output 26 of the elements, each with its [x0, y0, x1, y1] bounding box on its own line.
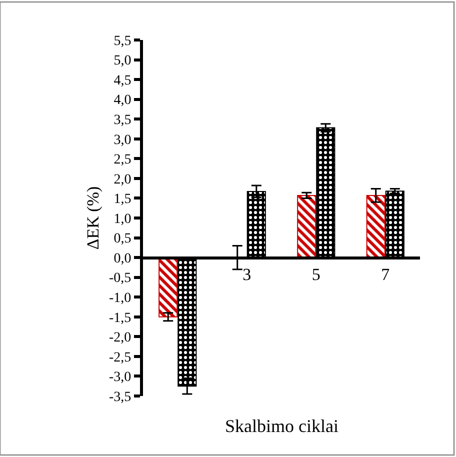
y-tick-label: -3,0	[109, 370, 132, 386]
bar	[366, 194, 386, 258]
y-tick-label: 2,0	[114, 172, 132, 188]
y-tick-label: 3,0	[114, 132, 132, 148]
y-axis-title: ΔEK (%)	[84, 186, 103, 250]
y-tick-label: 5,0	[114, 54, 132, 69]
y-tick-label: -3,5	[109, 390, 132, 405]
y-tick-label: 0,0	[114, 251, 132, 266]
bar	[297, 194, 316, 258]
x-tick-label: 3	[242, 264, 252, 284]
y-tick-label: 0,5	[114, 232, 132, 247]
x-tick-label: 5	[312, 264, 320, 284]
y-tick-label: -0,5	[109, 271, 132, 286]
y-tick-label: 1,0	[114, 212, 132, 227]
y-tick-label: 4,5	[114, 73, 132, 88]
y-tick-label: 5,5	[114, 34, 132, 49]
y-tick-label: 4,0	[114, 93, 132, 108]
y-tick-label: 1,5	[114, 192, 132, 208]
y-tick-label: -2,5	[109, 350, 132, 366]
y-tick-label: 3,5	[114, 113, 132, 128]
x-tick-label: 7	[381, 264, 390, 284]
y-tick-label: -2,0	[109, 330, 132, 346]
y-tick-label: 2,5	[114, 152, 132, 168]
x-axis-title: Skalbimo ciklai	[225, 416, 338, 436]
y-tick-label: -1,5	[109, 310, 132, 326]
y-tick-label: -1,0	[109, 291, 132, 306]
